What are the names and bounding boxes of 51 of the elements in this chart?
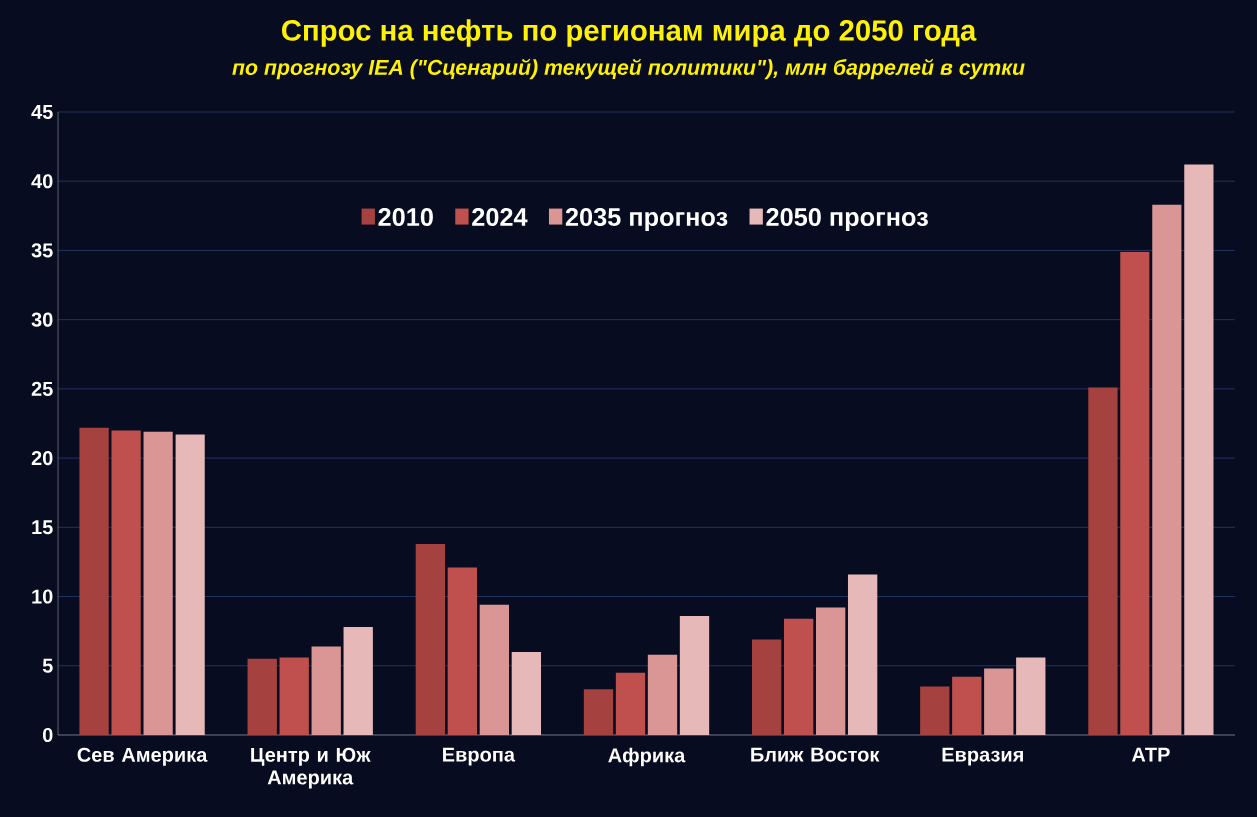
y-tick-label: 15 <box>32 520 53 535</box>
x-tick-label: Европа <box>443 747 516 766</box>
bar <box>143 431 173 735</box>
chart-subtitle: по прогнозу IEA ("Сценарий) текущей политики"), млн баррелей в сутки <box>232 58 1025 80</box>
y-tick-label: 20 <box>31 451 53 466</box>
bar <box>1152 204 1182 735</box>
legend-label: 2024 <box>472 208 528 226</box>
bar <box>615 672 646 735</box>
bar <box>279 657 309 735</box>
y-tick-label: 0 <box>42 727 53 743</box>
bar <box>1120 251 1150 735</box>
legend-label: 2035 прогноз <box>565 208 728 231</box>
y-tick-label: 25 <box>31 381 53 396</box>
bar <box>783 618 814 735</box>
y-tick-label: 10 <box>32 589 53 604</box>
bar <box>815 607 846 735</box>
y-tick-label: 35 <box>31 243 53 258</box>
bar <box>111 430 141 735</box>
bar <box>920 686 950 735</box>
bar <box>79 427 109 735</box>
x-tick-label: Центр и Юж Америка <box>251 747 371 789</box>
legend-label: 2050 прогноз <box>766 208 928 231</box>
bar <box>751 639 782 735</box>
x-tick-label: Сев Америка <box>77 747 208 766</box>
bar <box>479 604 510 735</box>
legend-label: 2010 <box>378 208 433 226</box>
x-tick-label: Ближ Восток <box>751 747 880 762</box>
bar <box>447 567 478 735</box>
bar <box>343 627 373 735</box>
x-tick-label: Африка <box>608 747 686 767</box>
bar <box>175 434 205 735</box>
y-tick-label: 30 <box>31 312 53 327</box>
bar <box>1016 657 1046 735</box>
bar <box>583 689 614 735</box>
bar <box>511 651 542 735</box>
bar <box>984 668 1014 735</box>
bar <box>247 658 277 735</box>
bar <box>647 654 678 735</box>
x-tick-label: АТР <box>1131 747 1170 762</box>
y-tick-label: 40 <box>31 174 53 189</box>
y-tick-label: 45 <box>31 105 53 119</box>
bar <box>679 615 710 735</box>
y-tick-label: 5 <box>42 658 53 673</box>
bar <box>311 646 341 735</box>
bar <box>952 676 982 735</box>
bar <box>415 543 446 735</box>
bar <box>847 574 878 735</box>
bar <box>1184 164 1214 735</box>
bar <box>1088 387 1118 735</box>
chart-title: Спрос на нефть по регионам мира до 2050 года <box>282 19 977 47</box>
x-tick-label: Евразия <box>942 747 1023 766</box>
